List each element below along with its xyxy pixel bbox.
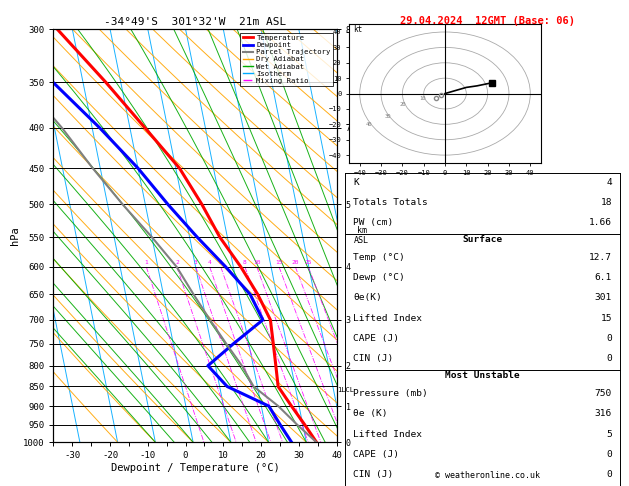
Text: CAPE (J): CAPE (J) [353, 450, 399, 459]
Text: θe(K): θe(K) [353, 294, 382, 302]
Text: Surface: Surface [462, 235, 503, 243]
Text: 301: 301 [594, 294, 612, 302]
Text: 4: 4 [606, 177, 612, 187]
Text: 0: 0 [606, 334, 612, 343]
Text: 25: 25 [304, 260, 312, 265]
Text: 10: 10 [420, 96, 426, 101]
Text: 20: 20 [399, 102, 406, 106]
Text: 0: 0 [606, 354, 612, 364]
Text: 15: 15 [276, 260, 283, 265]
Y-axis label: km
ASL: km ASL [354, 226, 369, 245]
Text: 20: 20 [292, 260, 299, 265]
Text: Lifted Index: Lifted Index [353, 430, 422, 439]
Text: 0: 0 [606, 470, 612, 479]
Text: 0: 0 [606, 450, 612, 459]
Text: 3: 3 [194, 260, 198, 265]
X-axis label: Dewpoint / Temperature (°C): Dewpoint / Temperature (°C) [111, 463, 279, 473]
Text: 12.7: 12.7 [589, 253, 612, 262]
Text: 6.1: 6.1 [594, 273, 612, 282]
Text: 18: 18 [601, 198, 612, 207]
Text: © weatheronline.co.uk: © weatheronline.co.uk [435, 471, 540, 480]
Text: 750: 750 [594, 389, 612, 398]
Text: 8: 8 [243, 260, 247, 265]
Text: PW (cm): PW (cm) [353, 218, 393, 227]
Text: 15: 15 [601, 314, 612, 323]
Text: Pressure (mb): Pressure (mb) [353, 389, 428, 398]
Title: -34°49'S  301°32'W  21m ASL: -34°49'S 301°32'W 21m ASL [104, 17, 286, 27]
Text: Dewp (°C): Dewp (°C) [353, 273, 404, 282]
Text: 29.04.2024  12GMT (Base: 06): 29.04.2024 12GMT (Base: 06) [400, 16, 575, 26]
Text: 4: 4 [208, 260, 211, 265]
Text: 5: 5 [606, 430, 612, 439]
Text: kt: kt [353, 25, 362, 34]
Text: 1: 1 [145, 260, 148, 265]
Text: 30: 30 [384, 114, 391, 119]
Legend: Temperature, Dewpoint, Parcel Trajectory, Dry Adiabat, Wet Adiabat, Isotherm, Mi: Temperature, Dewpoint, Parcel Trajectory… [240, 33, 333, 86]
Text: Totals Totals: Totals Totals [353, 198, 428, 207]
Text: 316: 316 [594, 409, 612, 418]
Text: K: K [353, 177, 359, 187]
Text: 10: 10 [253, 260, 260, 265]
Text: 40: 40 [366, 122, 372, 127]
Text: Most Unstable: Most Unstable [445, 371, 520, 380]
Text: CIN (J): CIN (J) [353, 470, 393, 479]
Text: CAPE (J): CAPE (J) [353, 334, 399, 343]
Y-axis label: hPa: hPa [10, 226, 20, 245]
Text: 1LCL: 1LCL [338, 387, 355, 393]
Text: CIN (J): CIN (J) [353, 354, 393, 364]
Text: θe (K): θe (K) [353, 409, 387, 418]
Text: 1.66: 1.66 [589, 218, 612, 227]
Text: 5: 5 [219, 260, 223, 265]
Text: 2: 2 [175, 260, 179, 265]
Text: Temp (°C): Temp (°C) [353, 253, 404, 262]
Text: Lifted Index: Lifted Index [353, 314, 422, 323]
